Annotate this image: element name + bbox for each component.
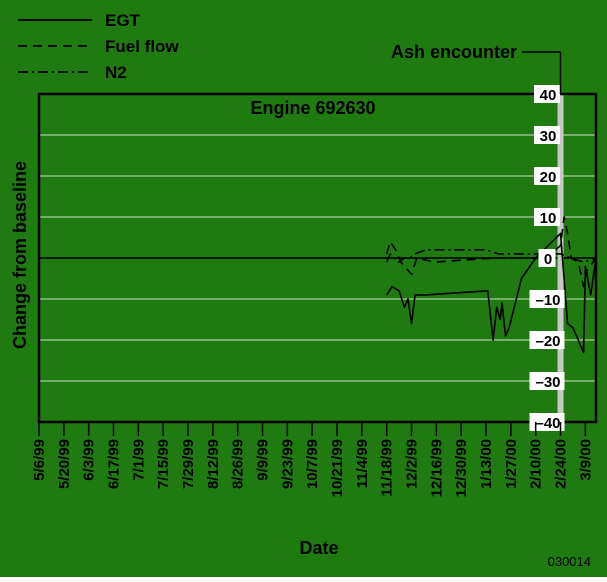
x-tick-label: 7/15/99 <box>155 439 172 489</box>
x-tick-label: 3/9/00 <box>577 439 594 481</box>
ash-encounter-band <box>557 94 564 422</box>
x-tick-label: 11/18/99 <box>379 439 396 497</box>
legend-label-1: EGT <box>105 11 141 30</box>
x-tick-label: 1/13/00 <box>478 439 495 489</box>
y-tick-label: –40 <box>535 415 560 432</box>
legend: EGT Fuel flow N2 <box>18 11 179 82</box>
x-tick-label: 5/6/99 <box>31 439 48 481</box>
x-tick-label: 6/3/99 <box>81 439 98 481</box>
x-tick-label: 12/30/99 <box>453 439 470 497</box>
x-tick-label: 5/20/99 <box>56 439 73 489</box>
figure-id-label: 030014 <box>548 554 591 569</box>
y-tick-label-box <box>529 331 565 349</box>
y-tick-label-box <box>529 372 565 390</box>
y-tick-label-box <box>534 85 560 103</box>
x-axis-ticks: 5/6/99 5/20/99 6/3/99 6/17/99 7/1/99 7/15/99 7… <box>31 422 594 497</box>
legend-label-3: N2 <box>105 63 127 82</box>
x-tick-label: 12/2/99 <box>404 439 421 489</box>
y-tick-label: 30 <box>540 128 557 145</box>
x-axis-title: Date <box>299 538 338 558</box>
x-tick-label: 7/29/99 <box>180 439 197 489</box>
y-axis-title: Change from baseline <box>10 161 30 349</box>
x-tick-label: 10/7/99 <box>304 439 321 489</box>
x-tick-label: 10/21/99 <box>329 439 346 497</box>
y-tick-label-box <box>534 126 560 144</box>
y-tick-label-box <box>538 249 556 267</box>
y-axis-ticks: –40 –30 –20 –10 0 10 20 30 40 <box>529 85 565 432</box>
y-tick-label: 20 <box>540 169 557 186</box>
x-tick-label: 9/23/99 <box>279 439 296 489</box>
y-tick-label: –30 <box>535 374 560 391</box>
x-tick-label: 6/17/99 <box>106 439 123 489</box>
series-line-3 <box>385 249 597 263</box>
y-tick-label-box <box>529 413 565 431</box>
y-tick-label-box <box>534 167 560 185</box>
x-tick-label: 8/26/99 <box>230 439 247 489</box>
y-tick-label: 10 <box>540 210 557 227</box>
series-line-1 <box>386 232 597 354</box>
y-tick-label-box <box>529 290 565 308</box>
y-tick-label: 0 <box>544 251 552 268</box>
x-tick-label: 2/10/00 <box>528 439 545 489</box>
x-tick-label: 7/1/99 <box>130 439 147 481</box>
x-tick-label: 8/12/99 <box>205 439 222 489</box>
x-tick-label: 11/4/99 <box>354 439 371 488</box>
x-tick-label: 1/27/00 <box>503 439 520 489</box>
x-tick-label: 2/24/00 <box>553 439 570 489</box>
x-tick-label: 9/9/99 <box>255 439 272 481</box>
x-tick-label: 12/16/99 <box>428 439 445 497</box>
legend-label-2: Fuel flow <box>105 37 179 56</box>
y-tick-label-box <box>534 208 560 226</box>
chart-title: Engine 692630 <box>250 98 375 118</box>
y-tick-label: –20 <box>535 333 560 350</box>
y-tick-label: –10 <box>535 292 560 309</box>
ash-annotation-label: Ash encounter <box>391 42 517 62</box>
y-tick-label: 40 <box>540 87 557 104</box>
